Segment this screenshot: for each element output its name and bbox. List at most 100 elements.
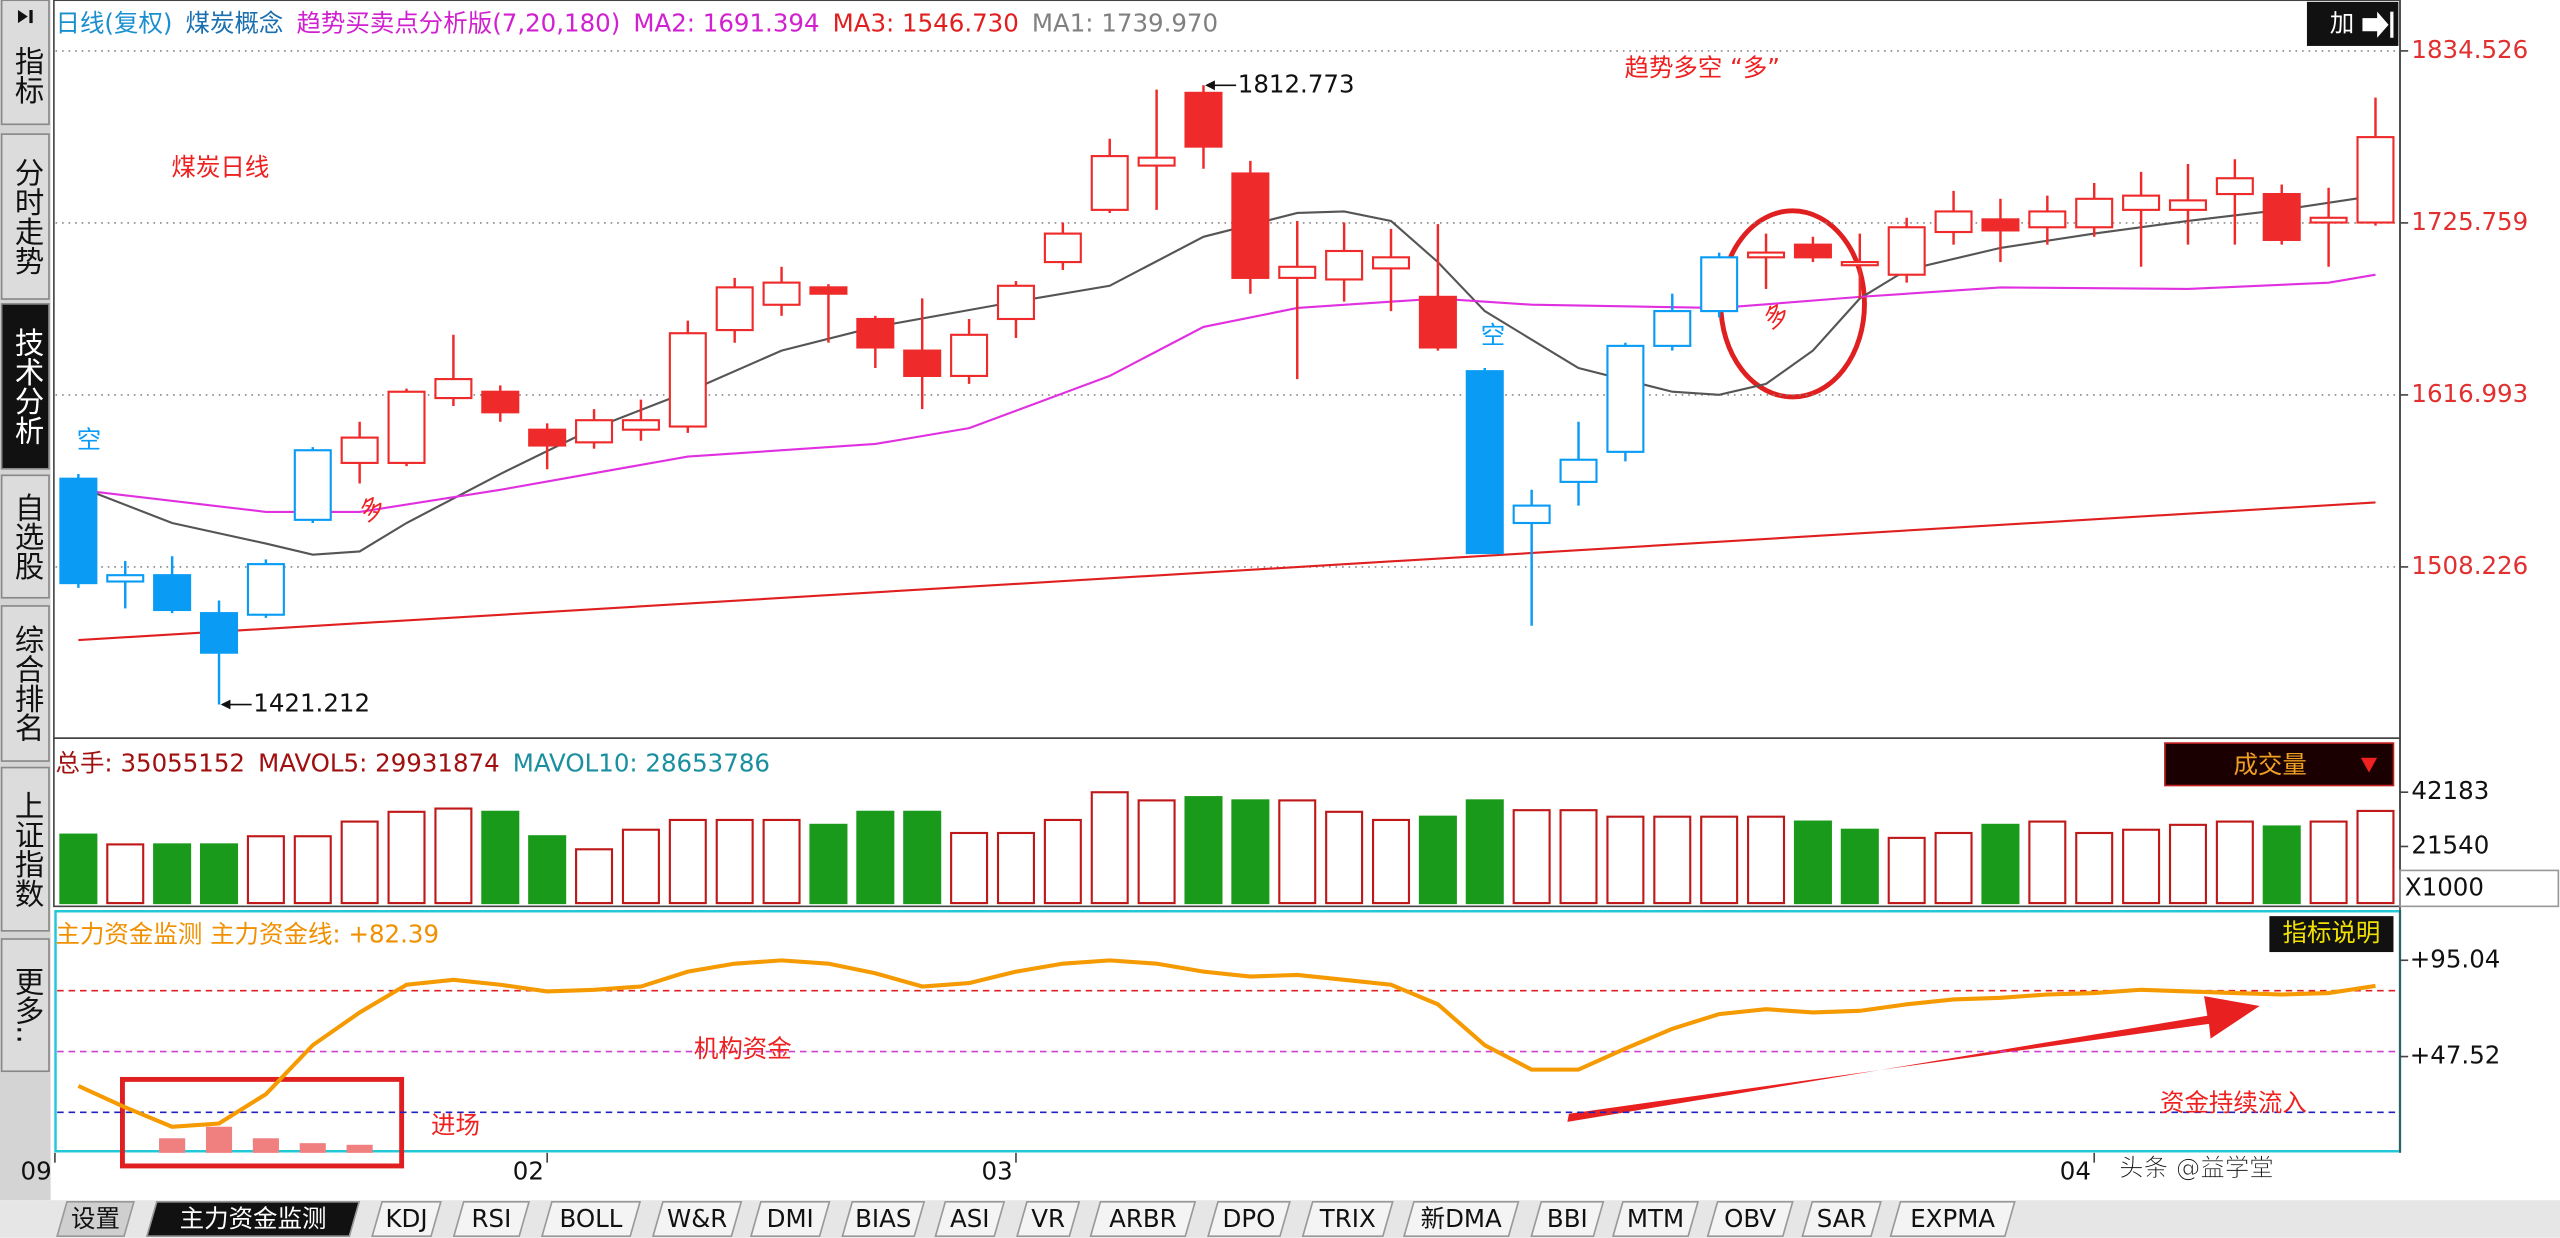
tab-label[interactable]: MTM xyxy=(1627,1204,1684,1233)
tab[interactable] xyxy=(56,1201,135,1237)
add-button-icon xyxy=(2362,11,2389,38)
tab[interactable] xyxy=(1089,1201,1197,1237)
tab-label[interactable]: 新DMA xyxy=(1421,1204,1502,1233)
volume-bar xyxy=(434,807,473,905)
tab-label[interactable]: W&R xyxy=(667,1204,727,1233)
ma-line xyxy=(78,273,2376,513)
tab[interactable] xyxy=(934,1201,1006,1237)
tab-label[interactable]: DMI xyxy=(767,1204,814,1233)
sidebar-label[interactable]: 指标 xyxy=(11,46,45,105)
tab-label[interactable]: BOLL xyxy=(560,1204,623,1233)
volume-bar xyxy=(1747,815,1786,905)
volume-button-label[interactable]: 成交量 xyxy=(2233,750,2306,779)
y-tick-label: +95.04 xyxy=(2410,944,2501,973)
header-item: 煤炭概念 xyxy=(186,9,284,38)
indicator-button[interactable] xyxy=(2269,916,2394,953)
candle-body xyxy=(1090,155,1129,211)
candle-body xyxy=(340,436,379,464)
volume-bar xyxy=(762,818,801,905)
tab[interactable] xyxy=(371,1201,442,1237)
tab[interactable] xyxy=(1611,1201,1700,1237)
tab[interactable] xyxy=(452,1201,531,1237)
sidebar-button[interactable] xyxy=(0,605,50,762)
sidebar-label[interactable]: 上证指数 xyxy=(11,790,45,908)
header-item: MA3: 1546.730 xyxy=(833,9,1019,38)
volume-bar xyxy=(950,831,989,905)
tab-label[interactable]: 主力资金监测 xyxy=(180,1204,327,1233)
volume-bar xyxy=(621,828,660,905)
sidebar-button[interactable] xyxy=(0,0,50,126)
tab-label[interactable]: 设置 xyxy=(71,1204,120,1233)
candle-body xyxy=(2262,192,2301,241)
tab-label[interactable]: BBI xyxy=(1547,1204,1588,1233)
candle-body xyxy=(903,349,942,377)
indicator-button-label[interactable]: 指标说明 xyxy=(2282,918,2380,947)
tab-label[interactable]: BIAS xyxy=(855,1204,911,1233)
tab[interactable] xyxy=(145,1201,361,1237)
indicator-header: 主力资金监测 主力资金线: +82.39 xyxy=(56,920,440,949)
volume-button[interactable] xyxy=(2164,742,2395,787)
candle-body xyxy=(1653,310,1692,347)
volume-bar xyxy=(1137,799,1176,905)
add-button-label[interactable]: 加 xyxy=(2330,9,2354,38)
sidebar-icon xyxy=(17,10,28,24)
inflow-bar xyxy=(299,1143,326,1153)
sidebar-label[interactable]: 分时走势 xyxy=(11,158,45,276)
sidebar-label[interactable]: 综合排名 xyxy=(11,625,45,743)
tab-label[interactable]: EXPMA xyxy=(1910,1204,1995,1233)
tab[interactable] xyxy=(1530,1201,1605,1237)
volume-bar xyxy=(1184,796,1223,905)
x-tick-label: 09 xyxy=(21,1156,52,1185)
tab[interactable] xyxy=(749,1201,831,1237)
sidebar-label[interactable]: 自选股 xyxy=(11,492,45,581)
inflow-bar xyxy=(159,1138,186,1153)
tab-label[interactable]: SAR xyxy=(1817,1204,1867,1233)
tab-label[interactable]: ARBR xyxy=(1109,1204,1177,1233)
volume-bar xyxy=(106,843,145,905)
tab-label[interactable]: OBV xyxy=(1724,1204,1776,1233)
tab-label[interactable]: DPO xyxy=(1223,1204,1276,1233)
candle-body xyxy=(1278,265,1317,279)
sidebar-button[interactable] xyxy=(0,474,50,599)
volume-bar xyxy=(153,843,192,905)
tab-label[interactable]: KDJ xyxy=(385,1204,427,1233)
candle-body xyxy=(1793,243,1832,259)
unit-label: X1000 xyxy=(2405,872,2484,901)
candle-body xyxy=(762,281,801,306)
tab[interactable] xyxy=(841,1201,926,1237)
sidebar-label[interactable]: 技术分析 xyxy=(11,327,45,445)
candle-body xyxy=(1465,370,1504,555)
tab[interactable] xyxy=(1016,1201,1081,1237)
sidebar-button[interactable] xyxy=(0,303,50,470)
tab[interactable] xyxy=(1889,1201,2016,1237)
tab-label[interactable]: VR xyxy=(1031,1204,1065,1233)
tab[interactable] xyxy=(1207,1201,1291,1237)
header-item: MA1: 1739.970 xyxy=(1032,9,1218,38)
candle-body xyxy=(2168,199,2207,211)
sidebar-button[interactable] xyxy=(0,133,50,300)
candle-body xyxy=(1184,91,1223,148)
tab[interactable] xyxy=(1706,1201,1794,1237)
header-item: 总手: 35055152 xyxy=(56,748,246,777)
volume-bar xyxy=(1278,799,1317,905)
sidebar-label[interactable]: 更多.. xyxy=(11,966,45,1043)
volume-bar xyxy=(2309,820,2348,905)
volume-bar xyxy=(2075,831,2114,905)
volume-bar xyxy=(340,820,379,905)
dropdown-icon xyxy=(2360,757,2378,773)
tab-label[interactable]: TRIX xyxy=(1319,1204,1376,1233)
sidebar-button[interactable] xyxy=(0,938,50,1073)
tab-label[interactable]: ASI xyxy=(950,1204,989,1233)
tab[interactable] xyxy=(651,1201,743,1237)
volume-bar xyxy=(903,810,942,905)
watermark: 头条 @益学堂 xyxy=(2119,1153,2274,1182)
highlight-box xyxy=(119,1076,405,1169)
tab[interactable] xyxy=(1402,1201,1520,1237)
tab[interactable] xyxy=(1301,1201,1394,1237)
tab[interactable] xyxy=(1801,1201,1882,1237)
candle-body xyxy=(668,332,707,428)
sidebar-button[interactable] xyxy=(0,766,50,932)
tab-label[interactable]: RSI xyxy=(472,1204,512,1233)
tab[interactable] xyxy=(540,1201,642,1237)
volume-header: 总手: 35055152 MAVOL5: 29931874 MAVOL10: 286… xyxy=(56,748,770,777)
